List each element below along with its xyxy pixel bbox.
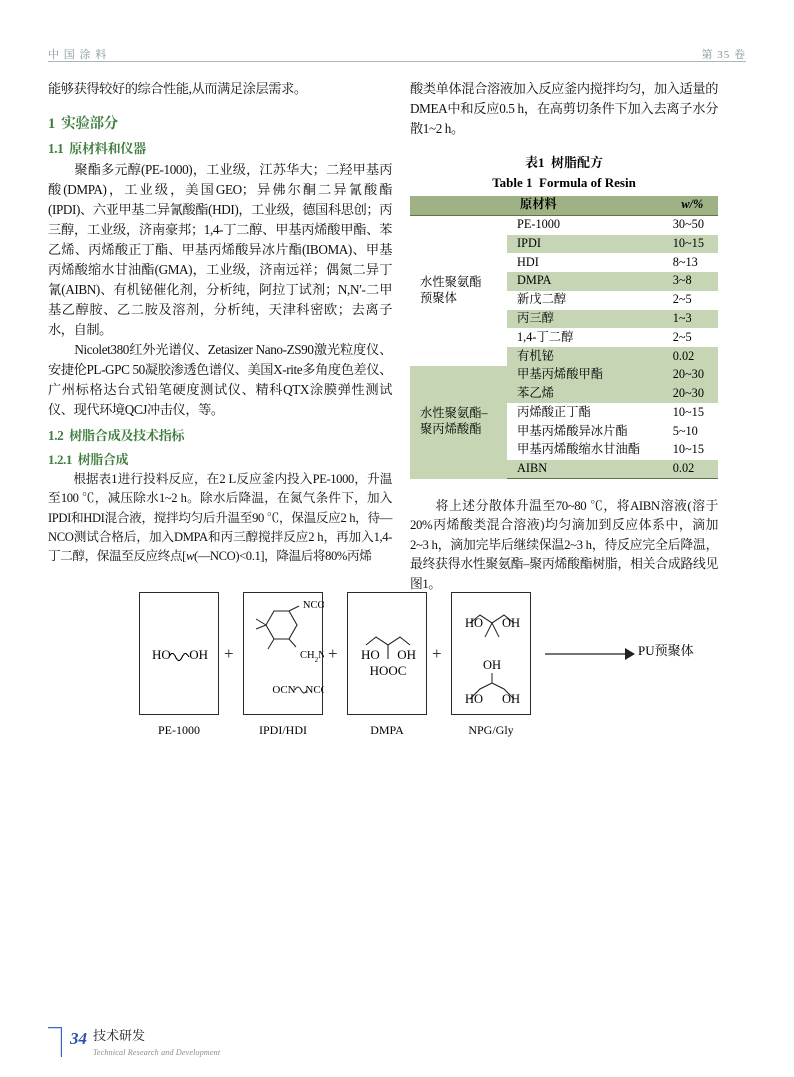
svg-text:OH: OH: [483, 658, 501, 672]
svg-text:NCO: NCO: [305, 684, 324, 696]
svg-text:OH: OH: [189, 647, 208, 662]
svg-text:CH2NCO: CH2NCO: [300, 650, 324, 664]
svg-text:HO: HO: [465, 692, 483, 706]
svg-text:NCO: NCO: [303, 600, 324, 611]
svg-text:HOOC: HOOC: [370, 663, 407, 678]
svg-text:HO: HO: [361, 647, 380, 662]
svg-text:OH: OH: [397, 647, 416, 662]
svg-text:OH: OH: [502, 616, 520, 630]
svg-text:OH: OH: [502, 692, 520, 706]
svg-text:OCN: OCN: [272, 684, 295, 696]
svg-text:HO: HO: [152, 647, 171, 662]
svg-text:HO: HO: [465, 616, 483, 630]
